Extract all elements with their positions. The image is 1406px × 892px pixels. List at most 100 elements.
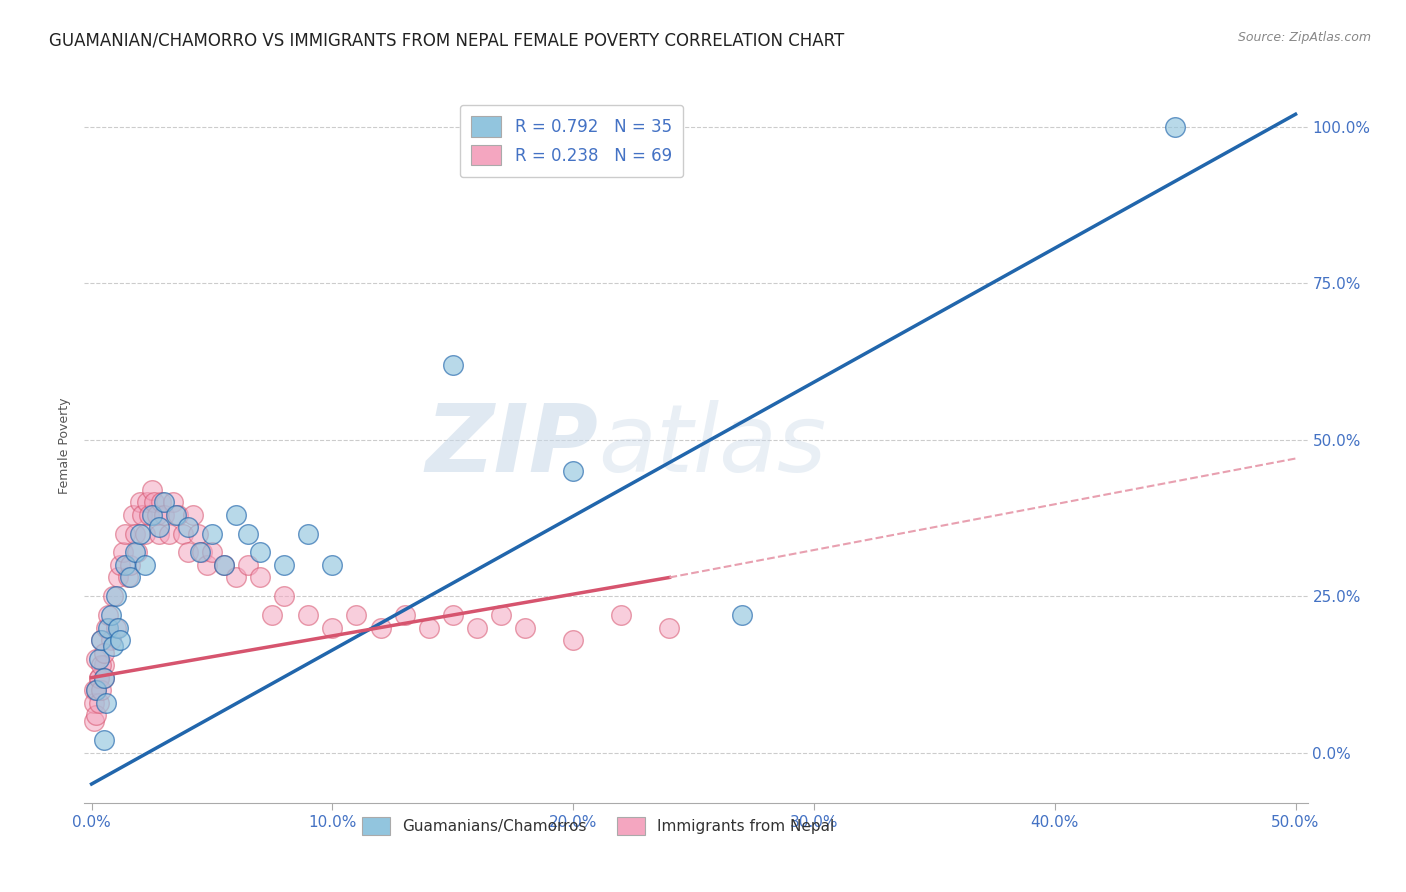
- Point: [87, 652, 110, 666]
- Point: [114, 558, 136, 572]
- Point: [225, 508, 247, 522]
- Point: [610, 607, 633, 622]
- Point: [489, 607, 512, 622]
- Point: [195, 558, 218, 572]
- Point: [465, 621, 488, 635]
- Point: [90, 658, 112, 673]
- Point: [346, 607, 368, 622]
- Point: [177, 545, 200, 559]
- Point: [172, 526, 194, 541]
- Y-axis label: Female Poverty: Female Poverty: [58, 398, 72, 494]
- Point: [249, 545, 271, 559]
- Text: Source: ZipAtlas.com: Source: ZipAtlas.com: [1237, 31, 1371, 45]
- Point: [94, 696, 117, 710]
- Point: [127, 545, 149, 559]
- Point: [90, 683, 112, 698]
- Point: [162, 495, 184, 509]
- Point: [93, 671, 115, 685]
- Point: [131, 508, 153, 522]
- Point: [90, 633, 112, 648]
- Point: [370, 621, 392, 635]
- Text: GUAMANIAN/CHAMORRO VS IMMIGRANTS FROM NEPAL FEMALE POVERTY CORRELATION CHART: GUAMANIAN/CHAMORRO VS IMMIGRANTS FROM NE…: [49, 31, 845, 49]
- Point: [441, 607, 464, 622]
- Point: [262, 607, 284, 622]
- Point: [114, 526, 136, 541]
- Point: [136, 495, 159, 509]
- Point: [100, 633, 122, 648]
- Text: ZIP: ZIP: [425, 400, 598, 492]
- Point: [297, 607, 319, 622]
- Point: [201, 545, 224, 559]
- Point: [273, 589, 295, 603]
- Point: [103, 640, 125, 654]
- Point: [86, 652, 108, 666]
- Point: [321, 558, 343, 572]
- Point: [441, 358, 464, 372]
- Point: [225, 570, 247, 584]
- Point: [150, 495, 173, 509]
- Point: [110, 633, 132, 648]
- Point: [157, 526, 180, 541]
- Point: [153, 495, 176, 509]
- Point: [191, 545, 214, 559]
- Point: [103, 589, 125, 603]
- Point: [117, 570, 139, 584]
- Point: [562, 464, 585, 478]
- Point: [658, 621, 681, 635]
- Point: [83, 714, 105, 729]
- Point: [87, 696, 110, 710]
- Point: [212, 558, 235, 572]
- Point: [86, 683, 108, 698]
- Point: [93, 671, 115, 685]
- Point: [90, 633, 112, 648]
- Point: [120, 558, 142, 572]
- Point: [124, 526, 146, 541]
- Legend: Guamanians/Chamorros, Immigrants from Nepal: Guamanians/Chamorros, Immigrants from Ne…: [356, 811, 841, 841]
- Point: [120, 570, 142, 584]
- Point: [83, 683, 105, 698]
- Point: [86, 708, 108, 723]
- Point: [153, 508, 176, 522]
- Point: [141, 483, 163, 497]
- Point: [236, 526, 259, 541]
- Point: [148, 526, 170, 541]
- Point: [141, 508, 163, 522]
- Point: [418, 621, 440, 635]
- Point: [177, 520, 200, 534]
- Point: [165, 508, 187, 522]
- Point: [104, 589, 127, 603]
- Point: [83, 696, 105, 710]
- Point: [87, 671, 110, 685]
- Point: [134, 526, 156, 541]
- Point: [97, 621, 120, 635]
- Point: [1164, 120, 1187, 134]
- Point: [186, 526, 208, 541]
- Point: [143, 495, 166, 509]
- Point: [513, 621, 536, 635]
- Point: [731, 607, 754, 622]
- Point: [145, 508, 167, 522]
- Point: [249, 570, 271, 584]
- Point: [110, 558, 132, 572]
- Point: [87, 671, 110, 685]
- Point: [188, 545, 211, 559]
- Point: [128, 526, 150, 541]
- Point: [236, 558, 259, 572]
- Point: [394, 607, 416, 622]
- Point: [86, 683, 108, 698]
- Point: [181, 508, 204, 522]
- Point: [321, 621, 343, 635]
- Point: [562, 633, 585, 648]
- Point: [128, 495, 150, 509]
- Point: [138, 508, 160, 522]
- Point: [212, 558, 235, 572]
- Point: [124, 545, 146, 559]
- Point: [148, 520, 170, 534]
- Point: [167, 508, 190, 522]
- Point: [93, 658, 115, 673]
- Point: [297, 526, 319, 541]
- Point: [273, 558, 295, 572]
- Text: atlas: atlas: [598, 401, 827, 491]
- Point: [94, 621, 117, 635]
- Point: [107, 621, 129, 635]
